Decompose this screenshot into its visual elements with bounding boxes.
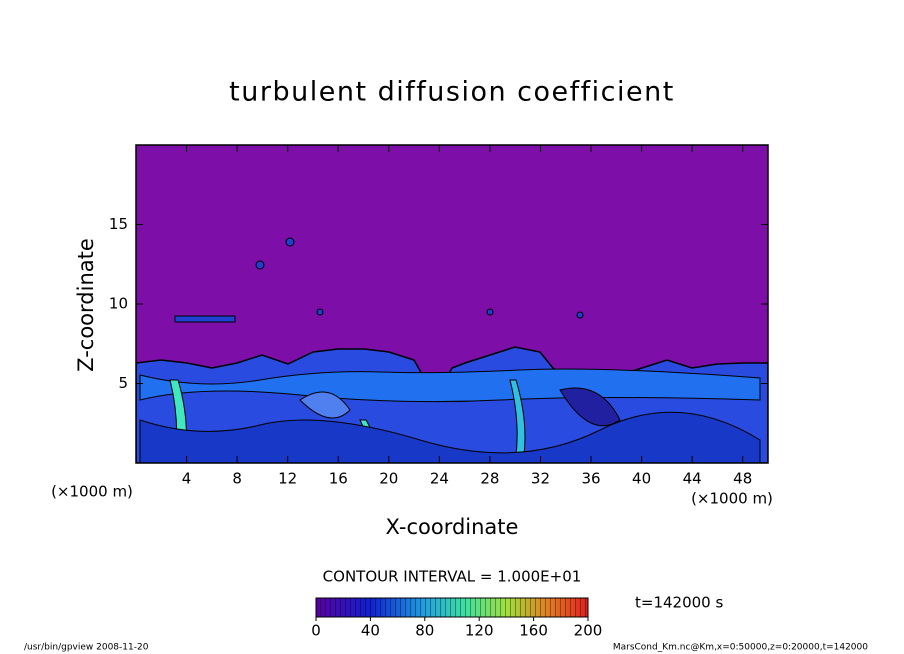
x-tick-label: 4	[182, 470, 192, 488]
x-tick-label: 16	[329, 470, 348, 488]
colorbar-tick-label: 200	[574, 622, 603, 640]
x-tick-label: 48	[733, 470, 752, 488]
x-tick-label: 24	[430, 470, 449, 488]
x-tick-label: 20	[379, 470, 398, 488]
x-unit: (×1000 m)	[691, 490, 773, 508]
x-tick-label: 28	[480, 470, 499, 488]
x-tick-label: 44	[683, 470, 702, 488]
footer-right: MarsCond_Km.nc@Km,x=0:50000,z=0:20000,t=…	[613, 643, 868, 653]
contour-interval: CONTOUR INTERVAL = 1.000E+01	[323, 568, 582, 586]
chart-title: turbulent diffusion coefficient	[229, 77, 675, 108]
time-label: t=142000 s	[635, 594, 723, 612]
colorbar-tick-label: 160	[519, 622, 548, 640]
footer-left: /usr/bin/gpview 2008-11-20	[24, 643, 149, 653]
colorbar-tick-label: 80	[415, 622, 434, 640]
y-tick-label: 5	[118, 374, 128, 392]
x-tick-label: 40	[632, 470, 651, 488]
colorbar-frame	[315, 597, 589, 618]
colorbar-tick-label: 120	[465, 622, 494, 640]
colorbar-tick-label: 40	[361, 622, 380, 640]
y-axis-label: Z-coordinate	[74, 238, 98, 372]
y-tick-label: 10	[109, 295, 128, 313]
y-unit: (×1000 m)	[51, 483, 133, 501]
x-tick-label: 12	[278, 470, 297, 488]
x-axis-label: X-coordinate	[386, 515, 519, 539]
field	[136, 145, 768, 463]
x-tick-label: 32	[531, 470, 550, 488]
colorbar-lines	[316, 598, 588, 617]
x-tick-label: 8	[232, 470, 242, 488]
y-tick-label: 15	[109, 215, 128, 233]
x-tick-label: 36	[581, 470, 600, 488]
colorbar-tick-label: 0	[311, 622, 321, 640]
